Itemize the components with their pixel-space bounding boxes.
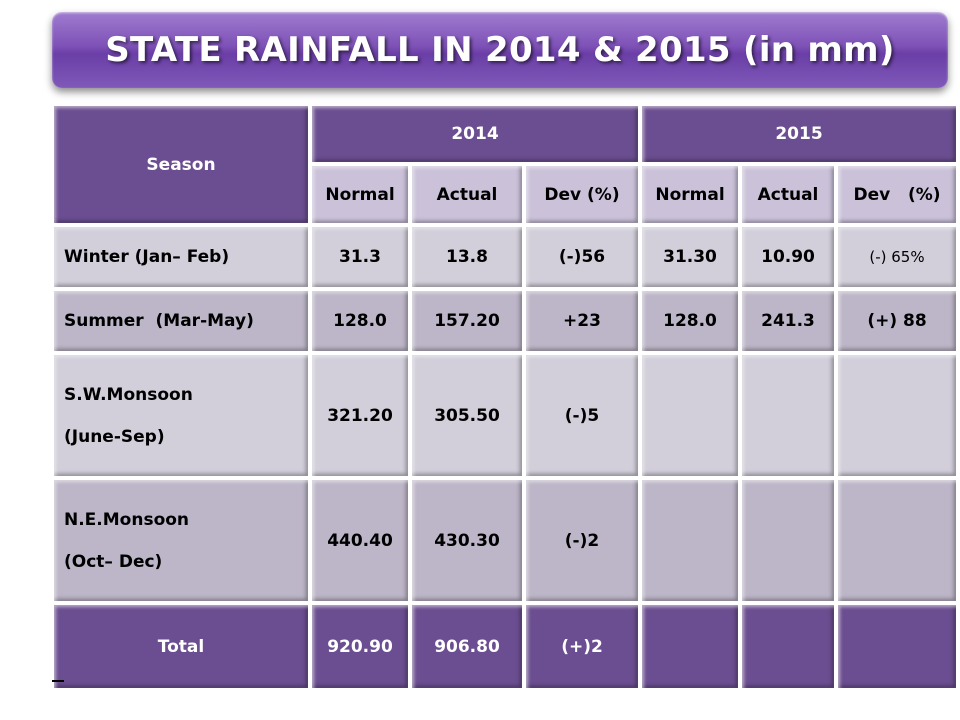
row-sw-2015-actual [740, 353, 836, 478]
header-2014-dev: Dev (%) [524, 164, 640, 225]
row-sw-2014-actual: 305.50 [410, 353, 524, 478]
row-ne-2015-actual [740, 478, 836, 603]
total-label: Total [52, 603, 310, 690]
row-sw-monsoon-season: S.W.Monsoon (June-Sep) [52, 353, 310, 478]
header-2015-dev: Dev (%) [836, 164, 958, 225]
total-2014-actual: 906.80 [410, 603, 524, 690]
row-summer-season: Summer (Mar-May) [52, 289, 310, 353]
rainfall-table: Season 2014 2015 Normal Actual Dev (%) N… [52, 104, 958, 690]
header-2014-actual: Actual [410, 164, 524, 225]
total-2015-actual [740, 603, 836, 690]
row-sw-2015-dev [836, 353, 958, 478]
row-ne-2015-dev [836, 478, 958, 603]
row-ne-2015-normal [640, 478, 740, 603]
header-2015-normal: Normal [640, 164, 740, 225]
total-2014-dev: (+)2 [524, 603, 640, 690]
title-banner: STATE RAINFALL IN 2014 & 2015 (in mm) [52, 12, 948, 88]
row-winter-2015-normal: 31.30 [640, 225, 740, 289]
row-summer-2015-dev: (+) 88 [836, 289, 958, 353]
row-ne-2014-dev: (-)2 [524, 478, 640, 603]
total-2015-dev [836, 603, 958, 690]
row-sw-2014-normal: 321.20 [310, 353, 410, 478]
season-line-1: N.E.Monsoon [64, 509, 190, 530]
row-winter-2014-dev: (-)56 [524, 225, 640, 289]
header-season: Season [52, 104, 310, 225]
header-2015-actual: Actual [740, 164, 836, 225]
row-ne-2014-normal: 440.40 [310, 478, 410, 603]
total-2015-normal [640, 603, 740, 690]
header-2014-normal: Normal [310, 164, 410, 225]
row-summer-2015-normal: 128.0 [640, 289, 740, 353]
header-year-2014: 2014 [310, 104, 640, 164]
row-summer-2014-dev: +23 [524, 289, 640, 353]
row-ne-monsoon-season: N.E.Monsoon (Oct– Dec) [52, 478, 310, 603]
row-summer-2014-actual: 157.20 [410, 289, 524, 353]
season-line-2: (June-Sep) [64, 426, 165, 447]
header-year-2015: 2015 [640, 104, 958, 164]
row-winter-2014-actual: 13.8 [410, 225, 524, 289]
page-title: STATE RAINFALL IN 2014 & 2015 (in mm) [105, 30, 895, 70]
row-winter-2015-dev: (-) 65% [836, 225, 958, 289]
season-line-1: S.W.Monsoon [64, 384, 193, 405]
season-line-2: (Oct– Dec) [64, 551, 163, 572]
row-winter-season: Winter (Jan– Feb) [52, 225, 310, 289]
total-2014-normal: 920.90 [310, 603, 410, 690]
row-winter-2015-actual: 10.90 [740, 225, 836, 289]
row-summer-2014-normal: 128.0 [310, 289, 410, 353]
stray-dash [52, 680, 64, 682]
row-sw-2015-normal [640, 353, 740, 478]
row-summer-2015-actual: 241.3 [740, 289, 836, 353]
row-winter-2014-normal: 31.3 [310, 225, 410, 289]
row-ne-2014-actual: 430.30 [410, 478, 524, 603]
row-sw-2014-dev: (-)5 [524, 353, 640, 478]
